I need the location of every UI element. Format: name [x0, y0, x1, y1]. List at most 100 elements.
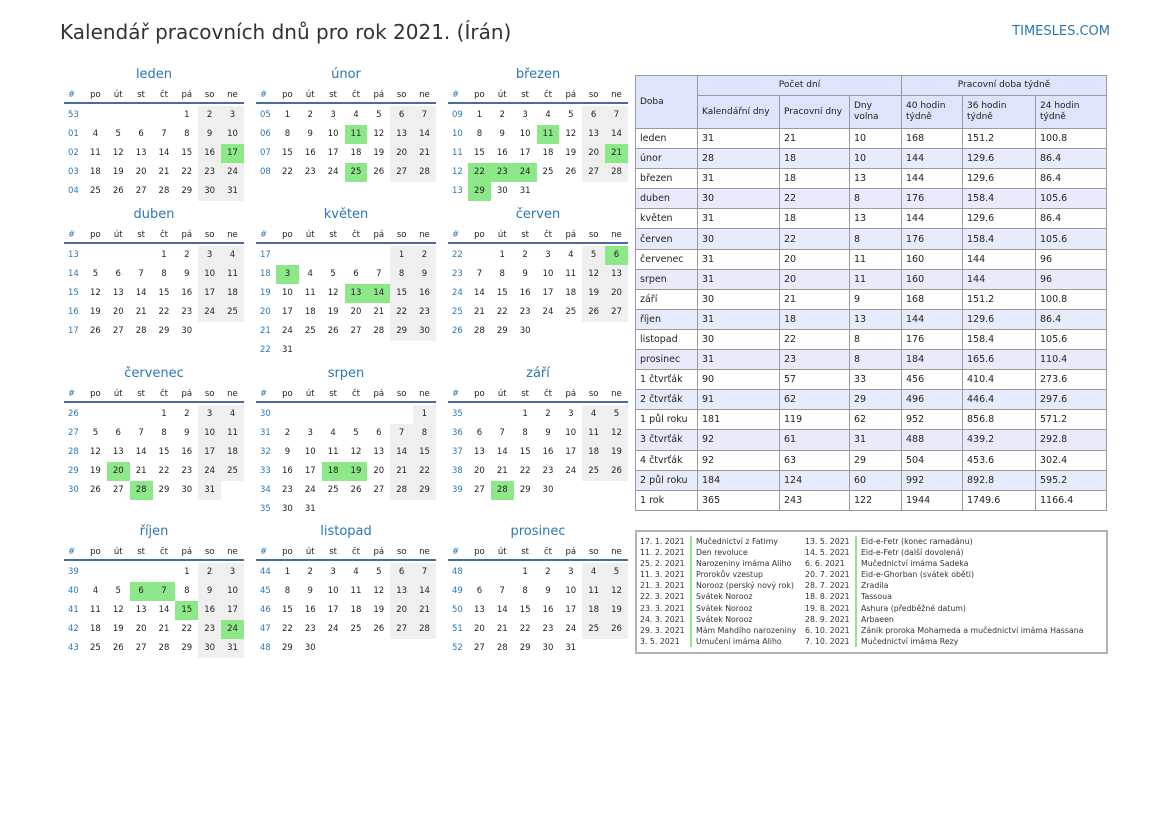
- holiday-name: Eid-e-Fetr (další dovolená): [861, 548, 964, 558]
- week-row: 18 3 4 5 6 7 8 9: [256, 265, 436, 284]
- day-cell: 26: [90, 485, 101, 495]
- week-number: 45: [260, 586, 271, 596]
- day-cell: [491, 563, 514, 582]
- week-row: 06 8 9 10 11 12 13 14: [256, 125, 436, 144]
- summary-cell: 168: [901, 288, 963, 310]
- day-cell: 4: [221, 405, 244, 424]
- period-label: duben: [635, 188, 698, 210]
- day-cell: 21: [413, 144, 436, 163]
- weekday-label: čt: [159, 90, 168, 100]
- site-link[interactable]: TIMESLES.COM: [1012, 24, 1110, 39]
- week-number: 53: [68, 110, 79, 120]
- day-cell: 12: [605, 582, 628, 601]
- day-cell: [605, 182, 628, 201]
- summary-cell: 21: [779, 288, 850, 310]
- day-cell: 8: [284, 586, 291, 596]
- weekday-label: čt: [543, 90, 552, 100]
- holiday-list: 17. 1. 2021 Mučednictví z Fatimy 11. 2. 20…: [635, 530, 1108, 654]
- summary-cell: 8: [849, 349, 902, 371]
- page-title: Kalendář pracovních dnů pro rok 2021. (Í…: [60, 20, 512, 44]
- day-cell: 5: [92, 428, 99, 438]
- day-cell: [276, 405, 299, 424]
- month-name: květen: [323, 207, 369, 222]
- day-cell: 28: [158, 186, 170, 196]
- summary-cell: 91: [697, 389, 780, 411]
- week-row: 24 14 15 16 17 18 19 20: [448, 284, 628, 303]
- col-36-hours: 36 hodin týdně: [962, 95, 1036, 129]
- weekday-label: st: [521, 547, 529, 557]
- day-cell: 4: [545, 110, 551, 120]
- day-cell: 25: [304, 326, 316, 336]
- day-cell: 5: [605, 405, 628, 424]
- summary-cell: 129.6: [962, 148, 1036, 170]
- day-cell: 18: [304, 307, 316, 317]
- day-cell: 31: [198, 481, 222, 500]
- day-cell: 30: [181, 485, 193, 495]
- day-cell: 21: [496, 466, 508, 476]
- day-cell: 9: [499, 129, 505, 139]
- day-cell: [276, 246, 299, 265]
- day-cell: 7: [138, 428, 144, 438]
- day-cell: 16: [282, 466, 293, 476]
- holiday-item: 23. 3. 2021 Svátek Norooz: [640, 602, 796, 614]
- day-cell: 2: [413, 246, 436, 265]
- holiday-name: Mučednictví z Fatimy: [696, 537, 778, 546]
- day-cell: 29: [282, 643, 293, 653]
- day-cell: 31: [221, 639, 244, 658]
- week-number-header: #: [68, 389, 76, 399]
- weekday-label: so: [396, 389, 407, 399]
- holiday-name: Ashura (předběžné datum): [861, 603, 966, 613]
- weekday-label: ne: [419, 389, 430, 399]
- weekday-label: ne: [611, 230, 622, 240]
- day-cell: 19: [373, 148, 385, 158]
- holiday-day: 13: [344, 284, 368, 303]
- day-cell: 19: [373, 605, 385, 615]
- day-cell: 28: [496, 643, 508, 653]
- summary-cell: 11: [849, 248, 902, 270]
- month-name: září: [526, 366, 550, 381]
- week-number: 16: [68, 307, 79, 317]
- day-cell: 20: [135, 167, 147, 177]
- weekday-label: čt: [543, 389, 552, 399]
- week-row: 11 15 16 17 18 19 20 21: [448, 144, 628, 163]
- holiday-name: Den revoluce: [696, 548, 748, 558]
- summary-cell: 22: [779, 328, 850, 351]
- summary-cell: 119: [779, 409, 850, 431]
- day-cell: 28: [413, 163, 436, 182]
- day-cell: 25: [327, 485, 339, 495]
- summary-cell: 23: [779, 349, 850, 371]
- day-cell: 14: [135, 447, 147, 457]
- week-row: 27 5 6 7 8 9 10 11: [64, 424, 244, 443]
- day-cell: 16: [496, 148, 508, 158]
- week-number: 30: [260, 409, 271, 419]
- month-září: září # po út st čt pá so ne 35 1 2 3 4 5 36 6 7 8 9 10 11 12 37…: [448, 364, 628, 500]
- week-row: 07 15 16 17 18 19 20 21: [256, 144, 436, 163]
- week-row: 19 10 11 12 13 14 15 16: [256, 284, 436, 303]
- weekday-label: pá: [181, 230, 193, 240]
- week-row: 22 31: [256, 341, 436, 360]
- week-number: 01: [68, 129, 79, 139]
- day-cell: 29: [519, 485, 531, 495]
- week-number-header: #: [452, 389, 460, 399]
- day-cell: 30: [198, 639, 222, 658]
- day-cell: 5: [568, 110, 574, 120]
- day-cell: 30: [496, 186, 508, 196]
- holiday-date: 21. 3. 2021: [640, 580, 692, 592]
- day-cell: 7: [138, 269, 144, 279]
- weekday-label: po: [282, 230, 293, 240]
- week-row: 49 6 7 8 9 10 11 12: [448, 582, 628, 601]
- week-row: 15 12 13 14 15 16 17 18: [64, 284, 244, 303]
- summary-cell: 60: [849, 469, 902, 491]
- summary-cell: 21: [779, 127, 850, 150]
- period-label: únor: [635, 148, 698, 170]
- summary-cell: 168: [901, 127, 963, 150]
- day-cell: 20: [135, 624, 147, 634]
- summary-cell: 439.2: [962, 429, 1036, 451]
- summary-cell: 18: [779, 148, 850, 170]
- day-cell: [413, 500, 436, 519]
- day-cell: 13: [474, 447, 485, 457]
- week-row: 39 1 2 3: [64, 563, 244, 582]
- day-cell: 9: [307, 586, 313, 596]
- day-cell: 14: [474, 288, 485, 298]
- holiday-name: Tassoua: [861, 592, 892, 602]
